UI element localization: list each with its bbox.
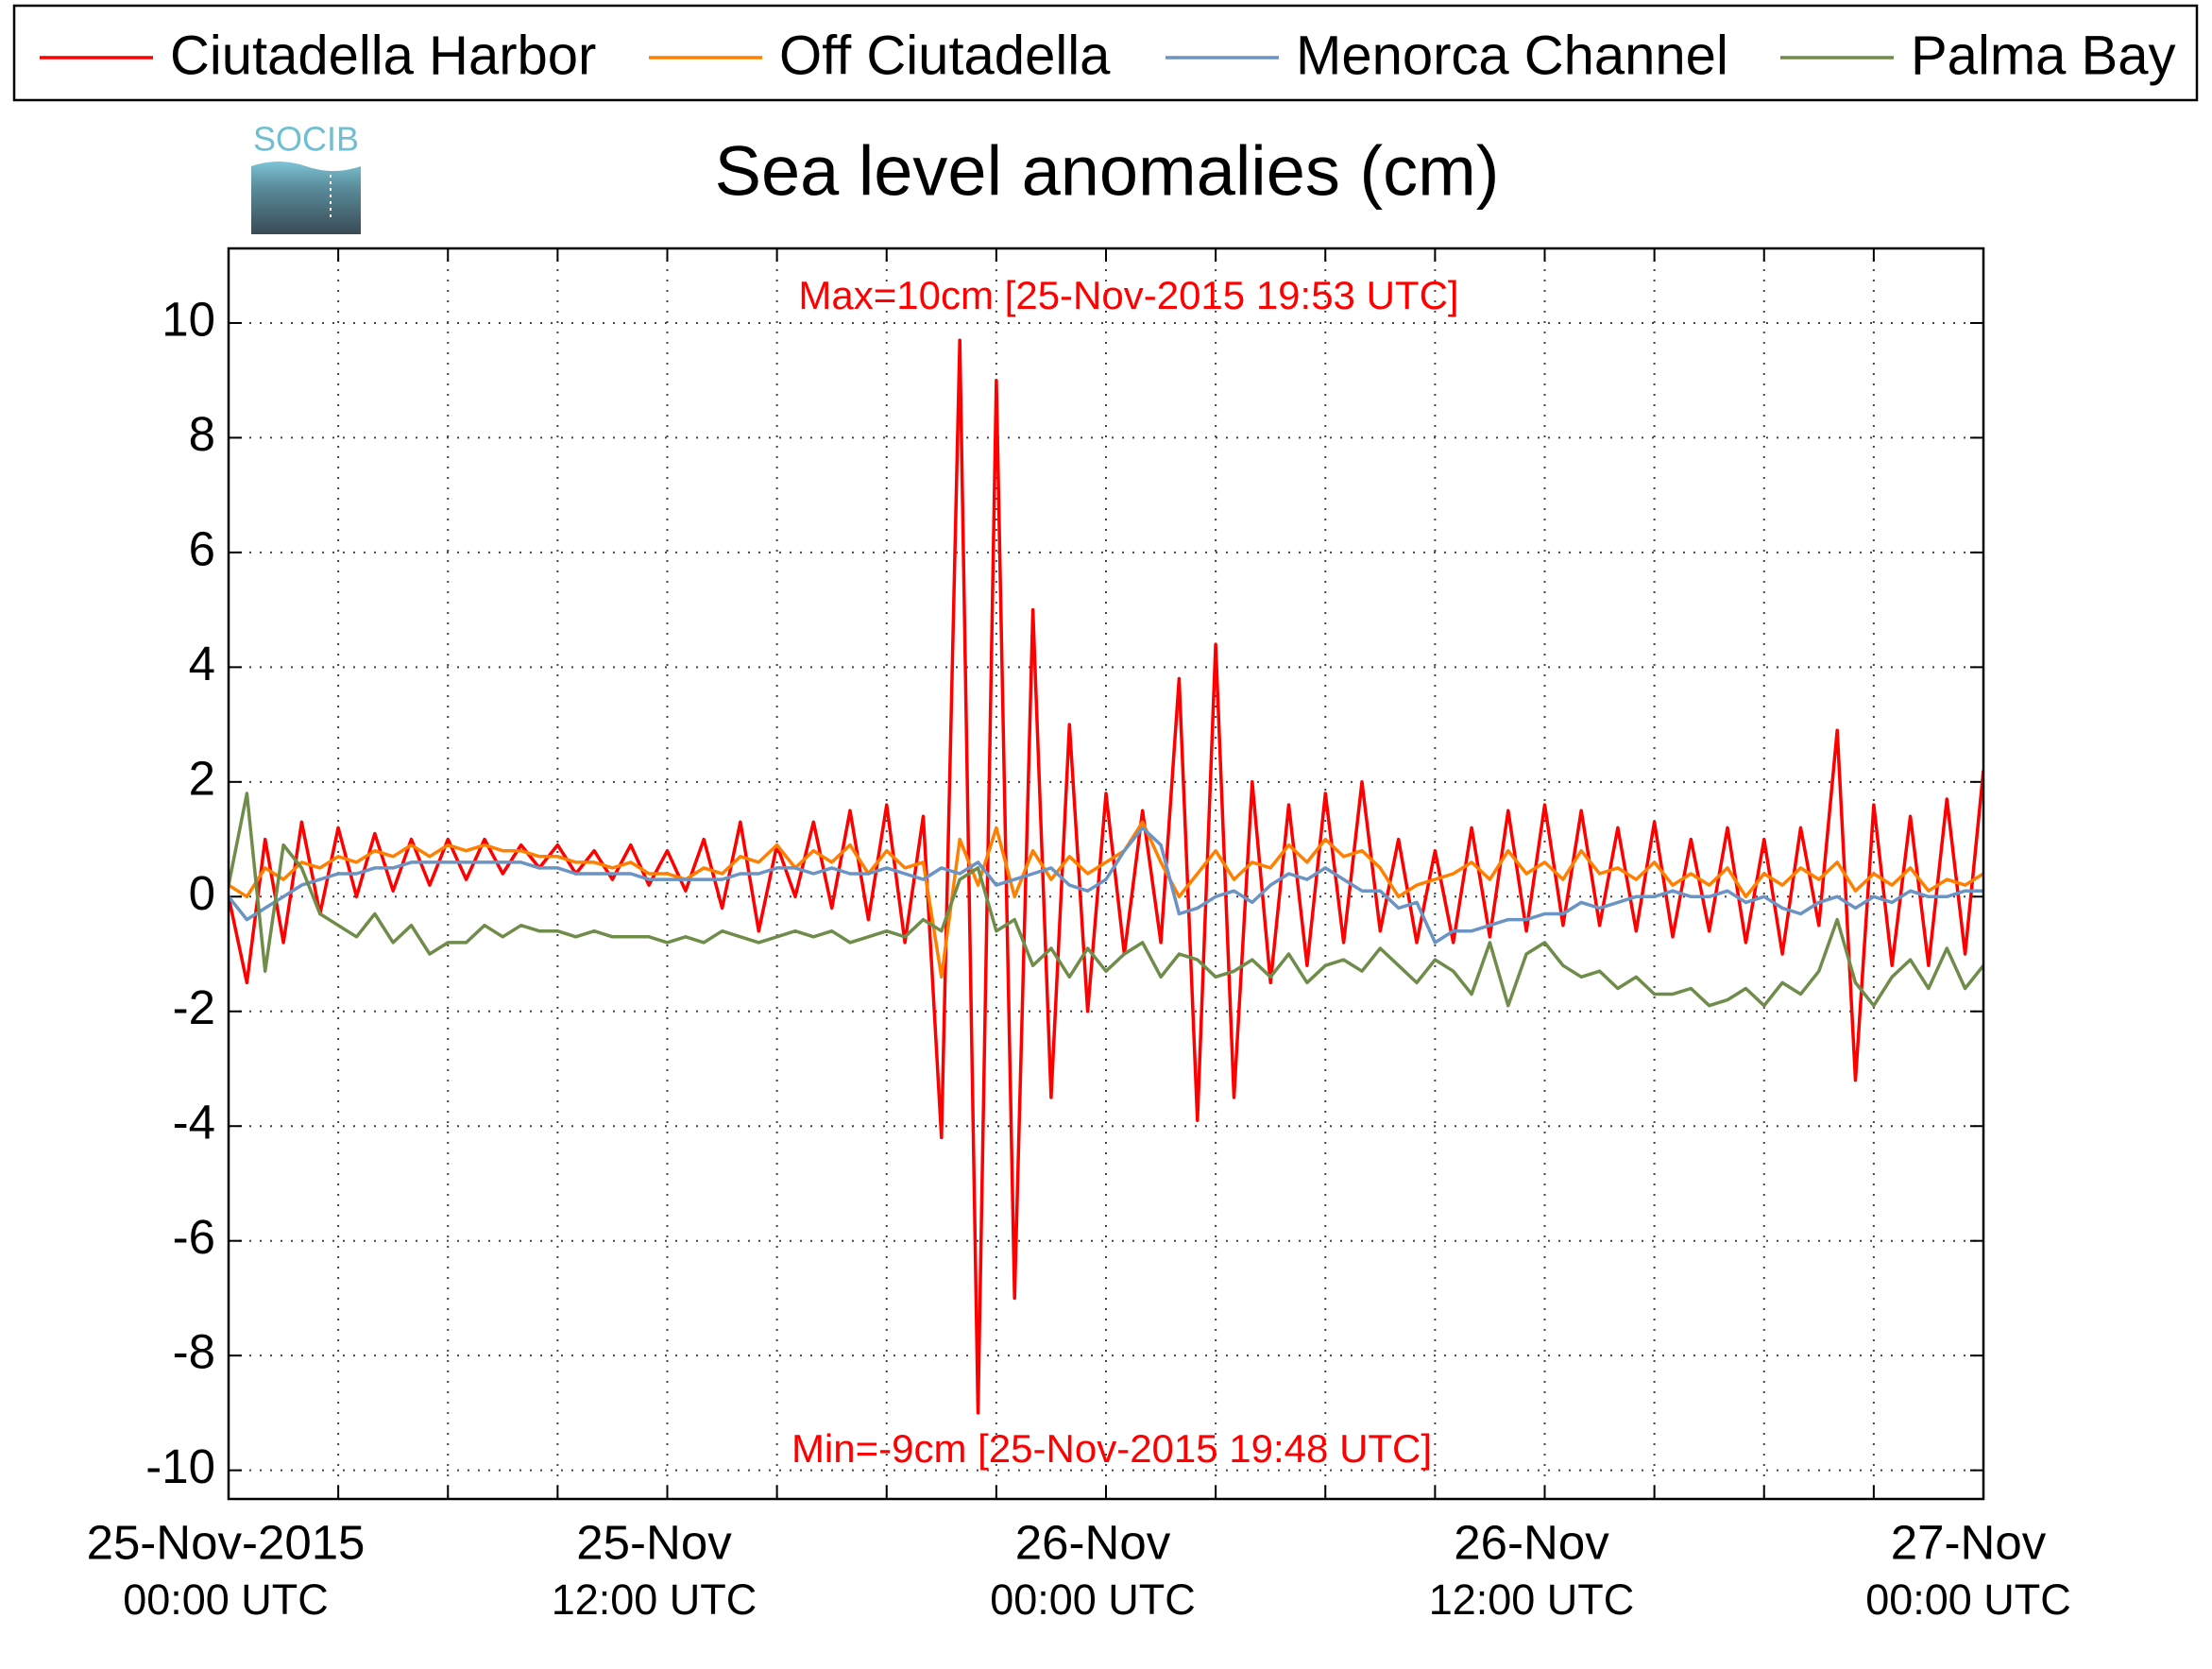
y-tick-label: -8 bbox=[173, 1325, 215, 1379]
annotation: Min=-9cm [25-Nov-2015 19:48 UTC] bbox=[791, 1426, 1432, 1471]
x-tick-sublabel: 00:00 UTC bbox=[990, 1575, 1196, 1624]
legend-label: Ciutadella Harbor bbox=[170, 25, 596, 86]
y-tick-label: -4 bbox=[173, 1096, 215, 1150]
x-tick-label: 25-Nov-2015 bbox=[87, 1515, 366, 1569]
y-tick-label: 0 bbox=[189, 866, 215, 920]
series-line bbox=[229, 826, 1983, 945]
y-tick-label: -2 bbox=[173, 980, 215, 1034]
y-tick-label: -10 bbox=[145, 1439, 215, 1493]
logo-text: SOCIB bbox=[253, 120, 359, 159]
x-tick-label: 26-Nov bbox=[1015, 1515, 1171, 1569]
series-line bbox=[229, 792, 1983, 1008]
x-tick-sublabel: 12:00 UTC bbox=[552, 1575, 757, 1624]
legend-box bbox=[12, 4, 2199, 102]
chart-title: Sea level anomalies (cm) bbox=[715, 132, 1500, 211]
plot-frame bbox=[227, 247, 1985, 1501]
y-tick-label: 4 bbox=[189, 637, 215, 690]
y-tick-label: 10 bbox=[162, 292, 215, 346]
series-line bbox=[229, 820, 1983, 979]
y-tick-label: 6 bbox=[189, 521, 215, 575]
legend-label: Palma Bay bbox=[1911, 25, 2175, 86]
x-tick-label: 25-Nov bbox=[576, 1515, 732, 1569]
x-tick-sublabel: 00:00 UTC bbox=[123, 1575, 329, 1624]
x-tick-sublabel: 12:00 UTC bbox=[1429, 1575, 1635, 1624]
y-tick-label: 8 bbox=[189, 407, 215, 461]
x-tick-label: 27-Nov bbox=[1891, 1515, 2047, 1569]
legend-label: Menorca Channel bbox=[1296, 25, 1728, 86]
y-tick-label: 2 bbox=[189, 751, 215, 805]
legend-label: Off Ciutadella bbox=[779, 25, 1111, 86]
logo-wave bbox=[251, 162, 361, 234]
series-line bbox=[229, 338, 1983, 1415]
logo: SOCIB bbox=[251, 120, 361, 234]
x-tick-label: 26-Nov bbox=[1454, 1515, 1609, 1569]
y-tick-label: -6 bbox=[173, 1210, 215, 1264]
x-tick-sublabel: 00:00 UTC bbox=[1865, 1575, 2071, 1624]
annotation: Max=10cm [25-Nov-2015 19:53 UTC] bbox=[798, 273, 1458, 317]
